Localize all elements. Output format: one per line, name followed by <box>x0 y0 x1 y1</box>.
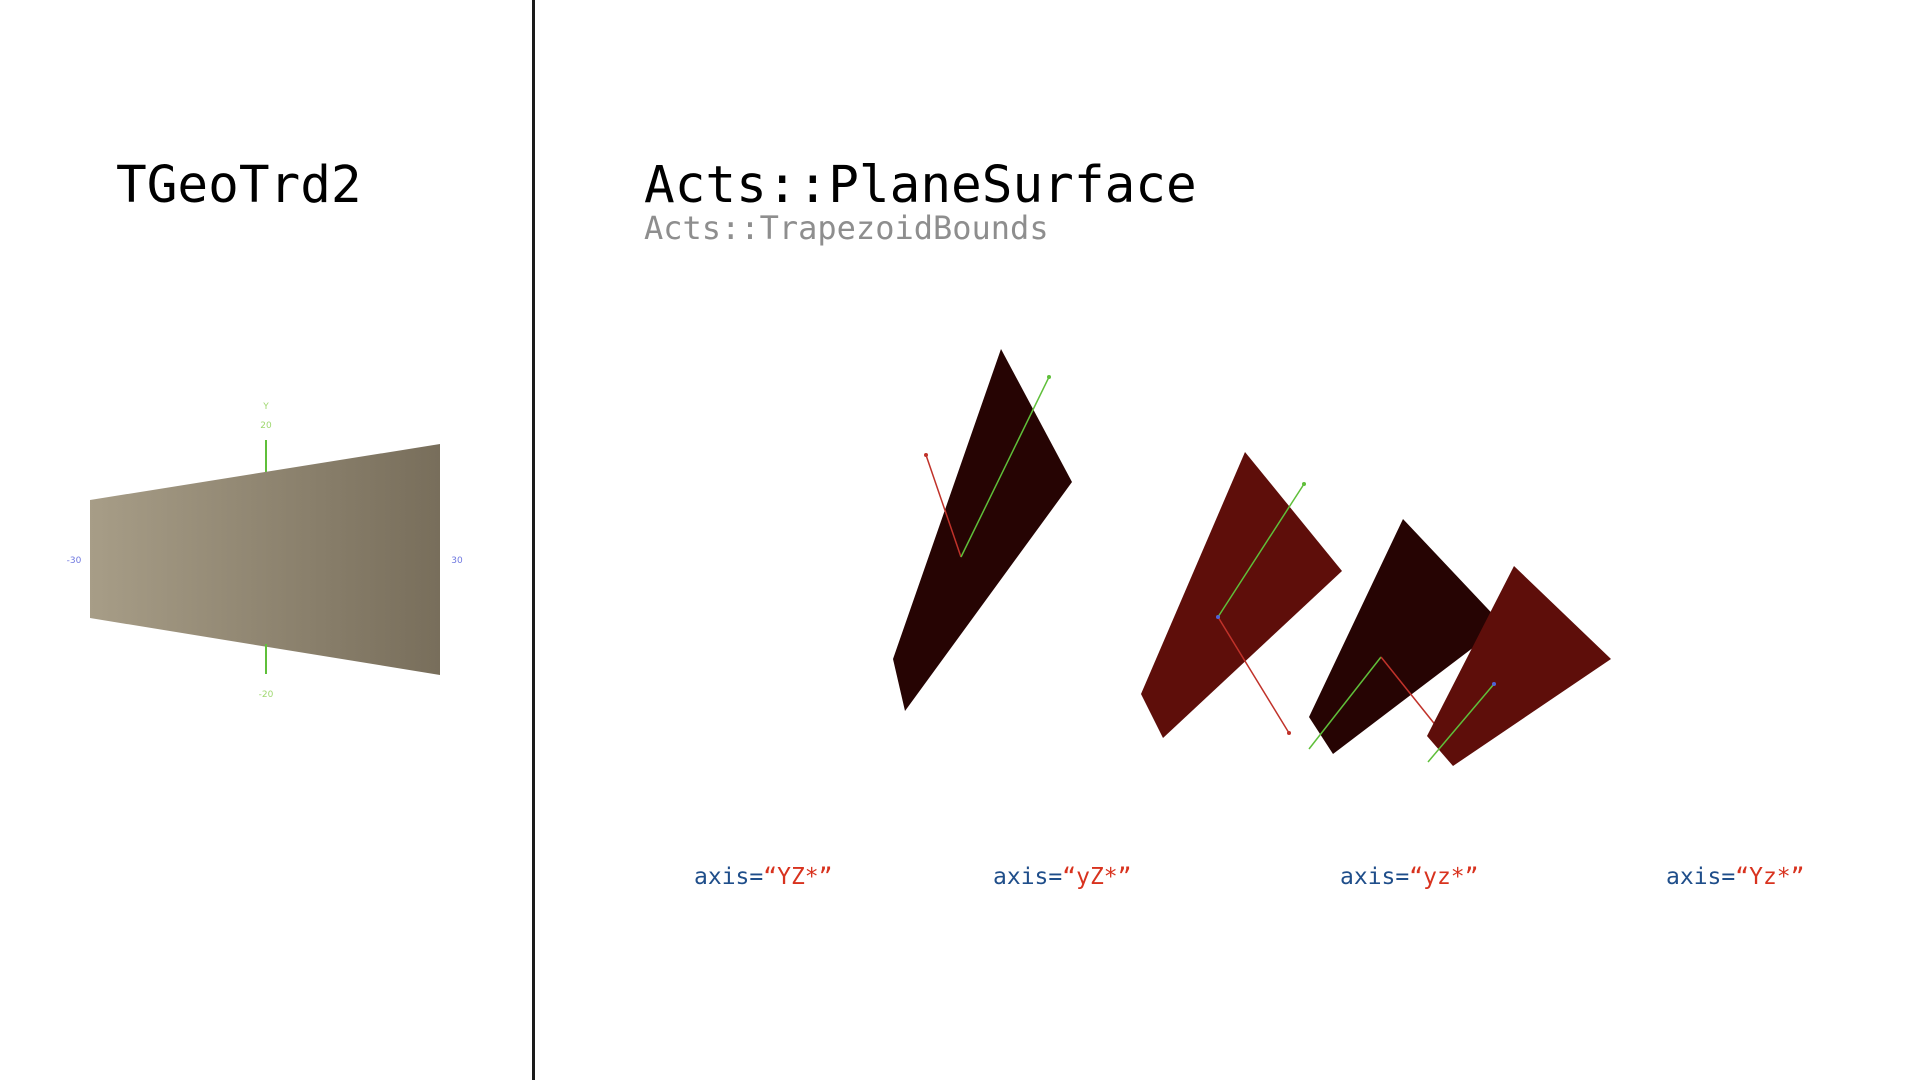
y-top-tick: 20 <box>260 421 272 431</box>
surface-yz-upper <box>893 349 1072 711</box>
axis-label-4: axis=“Yz*” <box>1666 864 1805 890</box>
local-y-axis <box>1308 656 1382 750</box>
axis-end-dot <box>1302 482 1306 486</box>
local-y-axis <box>1427 683 1495 763</box>
origin-dot <box>1216 615 1220 619</box>
surface-polygon <box>1309 519 1503 754</box>
x-left-tick: -30 <box>67 556 82 566</box>
y-bottom-tick: -20 <box>259 690 274 700</box>
tgeotrd2-view: Y 20 -20 -30 30 <box>67 402 463 700</box>
trapezoid-shape <box>90 444 440 675</box>
axis-end-dot <box>1047 375 1051 379</box>
axis-label-1: axis=“YZ*” <box>694 864 833 890</box>
axis-end-dot <box>1287 731 1291 735</box>
surface-yz-red-right <box>1427 566 1611 766</box>
local-x-axis <box>925 454 962 558</box>
right-subtitle: Acts::TrapezoidBounds <box>644 209 1049 247</box>
origin-dot <box>1492 682 1496 686</box>
axis-label-3: axis=“yz*” <box>1340 864 1479 890</box>
local-y-axis <box>960 376 1050 558</box>
axis-end-dot <box>924 453 928 457</box>
surface-polygon <box>1427 566 1611 766</box>
panel-divider <box>532 0 535 1080</box>
right-title: Acts::PlaneSurface <box>644 156 1197 215</box>
x-right-tick: 30 <box>451 556 463 566</box>
local-y-axis <box>1217 483 1305 618</box>
axis-label-2: axis=“yZ*” <box>993 864 1132 890</box>
surface-polygon <box>1141 452 1342 738</box>
y-axis-label: Y <box>262 402 269 412</box>
surface-yz-lower-red <box>1141 452 1342 738</box>
surface-polygon <box>893 349 1072 711</box>
left-title: TGeoTrd2 <box>116 156 362 215</box>
local-x-axis <box>1217 616 1290 734</box>
